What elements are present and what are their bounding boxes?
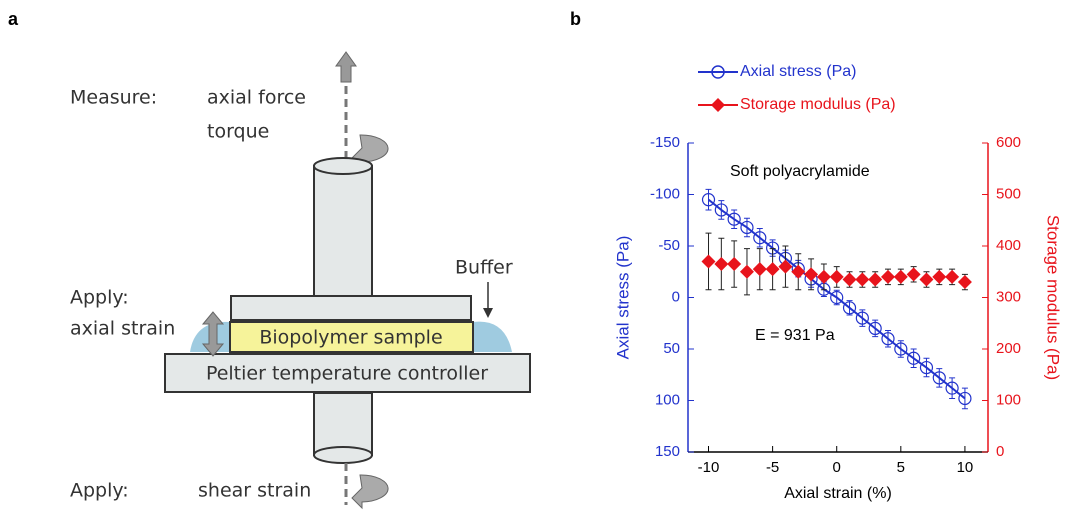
point (842, 301, 857, 315)
point (894, 342, 908, 356)
annotation: Soft polyacrylamide (730, 163, 870, 180)
point (804, 267, 819, 282)
y2-tick-label: 300 (996, 288, 1021, 305)
point (907, 351, 921, 365)
point (791, 264, 806, 279)
point (919, 272, 934, 287)
shaft (313, 165, 373, 299)
point (701, 254, 716, 269)
y-tick-label: -150 (650, 134, 680, 151)
point (868, 321, 882, 335)
point (855, 272, 870, 287)
x-tick-label: 5 (897, 459, 905, 476)
point (881, 269, 895, 284)
point (919, 360, 934, 375)
point (855, 311, 869, 325)
y-tick-label: 0 (672, 288, 680, 305)
x-tick-label: 0 (833, 459, 841, 476)
point (906, 267, 921, 282)
point (932, 371, 946, 385)
legend-label: Axial stress (Pa) (740, 63, 856, 80)
label: axial force (207, 87, 306, 109)
point (816, 269, 831, 284)
rotation-arrow (351, 474, 389, 510)
buffer (473, 321, 512, 352)
point (701, 193, 716, 207)
label: Measure: (70, 87, 157, 109)
y-tick-label: -50 (658, 237, 680, 254)
x-tick-label: -10 (698, 459, 720, 476)
point (842, 272, 857, 287)
error-bar (949, 377, 956, 399)
x-tick-label: 10 (957, 459, 974, 476)
label: Apply: (70, 287, 129, 309)
label: axial strain (70, 318, 175, 340)
point (740, 220, 754, 235)
point (945, 381, 959, 395)
point (714, 257, 729, 272)
point (752, 262, 767, 277)
plate (230, 295, 472, 321)
x-tick-label: -5 (766, 459, 779, 476)
sample (229, 321, 474, 353)
y-tick-label: 50 (663, 340, 680, 357)
pointer-head (483, 308, 493, 318)
legend-marker (711, 98, 725, 112)
x-axis-label: Axial strain (%) (784, 485, 892, 502)
point (727, 212, 741, 226)
shaft (313, 392, 373, 456)
point (830, 290, 844, 305)
arrow (201, 311, 225, 357)
point (868, 272, 883, 287)
y-tick-label: 100 (655, 391, 680, 408)
point (957, 275, 972, 290)
y2-tick-label: 0 (996, 443, 1004, 460)
panel-label: b (570, 9, 581, 29)
annotation: E = 931 Pa (755, 327, 835, 344)
diagram: Measure: axial force torque Biopolymer s… (70, 51, 531, 510)
error-bar (833, 289, 840, 306)
point (765, 262, 780, 277)
point (778, 259, 793, 274)
legend-marker (711, 65, 725, 79)
shaft-top (313, 157, 373, 175)
y-tick-label: 150 (655, 443, 680, 460)
point (932, 269, 947, 284)
error-bar (846, 300, 853, 316)
point (958, 391, 972, 406)
point (893, 269, 908, 284)
point (829, 269, 844, 284)
label: torque (207, 121, 269, 143)
y-axis-label: Axial stress (Pa) (613, 236, 632, 360)
y2-tick-label: 500 (996, 185, 1021, 202)
point (753, 231, 767, 245)
error-bar (705, 188, 712, 211)
error-bar (961, 387, 968, 410)
label: Biopolymer sample (259, 327, 442, 349)
legend-label: Storage modulus (Pa) (740, 96, 896, 113)
y2-tick-label: 100 (996, 391, 1021, 408)
y2-axis-label: Storage modulus (Pa) (1044, 215, 1063, 380)
label: shear strain (198, 480, 311, 502)
label: Apply: (70, 480, 129, 502)
y2-tick-label: 600 (996, 134, 1021, 151)
point (727, 257, 742, 272)
label: Peltier temperature controller (206, 363, 488, 385)
panel-label: a (8, 9, 19, 29)
point (881, 332, 895, 346)
label: Buffer (455, 257, 513, 279)
arrow (335, 51, 357, 83)
point (945, 269, 960, 284)
point (739, 264, 754, 279)
y-tick-label: -100 (650, 185, 680, 202)
y2-tick-label: 400 (996, 237, 1021, 254)
point (714, 203, 728, 217)
y2-tick-label: 200 (996, 340, 1021, 357)
shaft-bottom (313, 446, 373, 464)
